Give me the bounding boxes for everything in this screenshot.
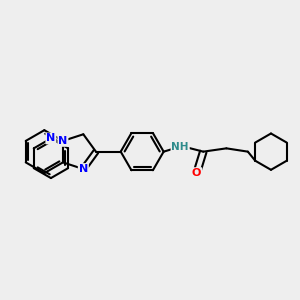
Text: N: N [46,134,56,143]
Text: N: N [79,164,88,174]
Text: NH: NH [171,142,189,152]
Text: N: N [58,136,68,146]
Text: O: O [192,168,201,178]
